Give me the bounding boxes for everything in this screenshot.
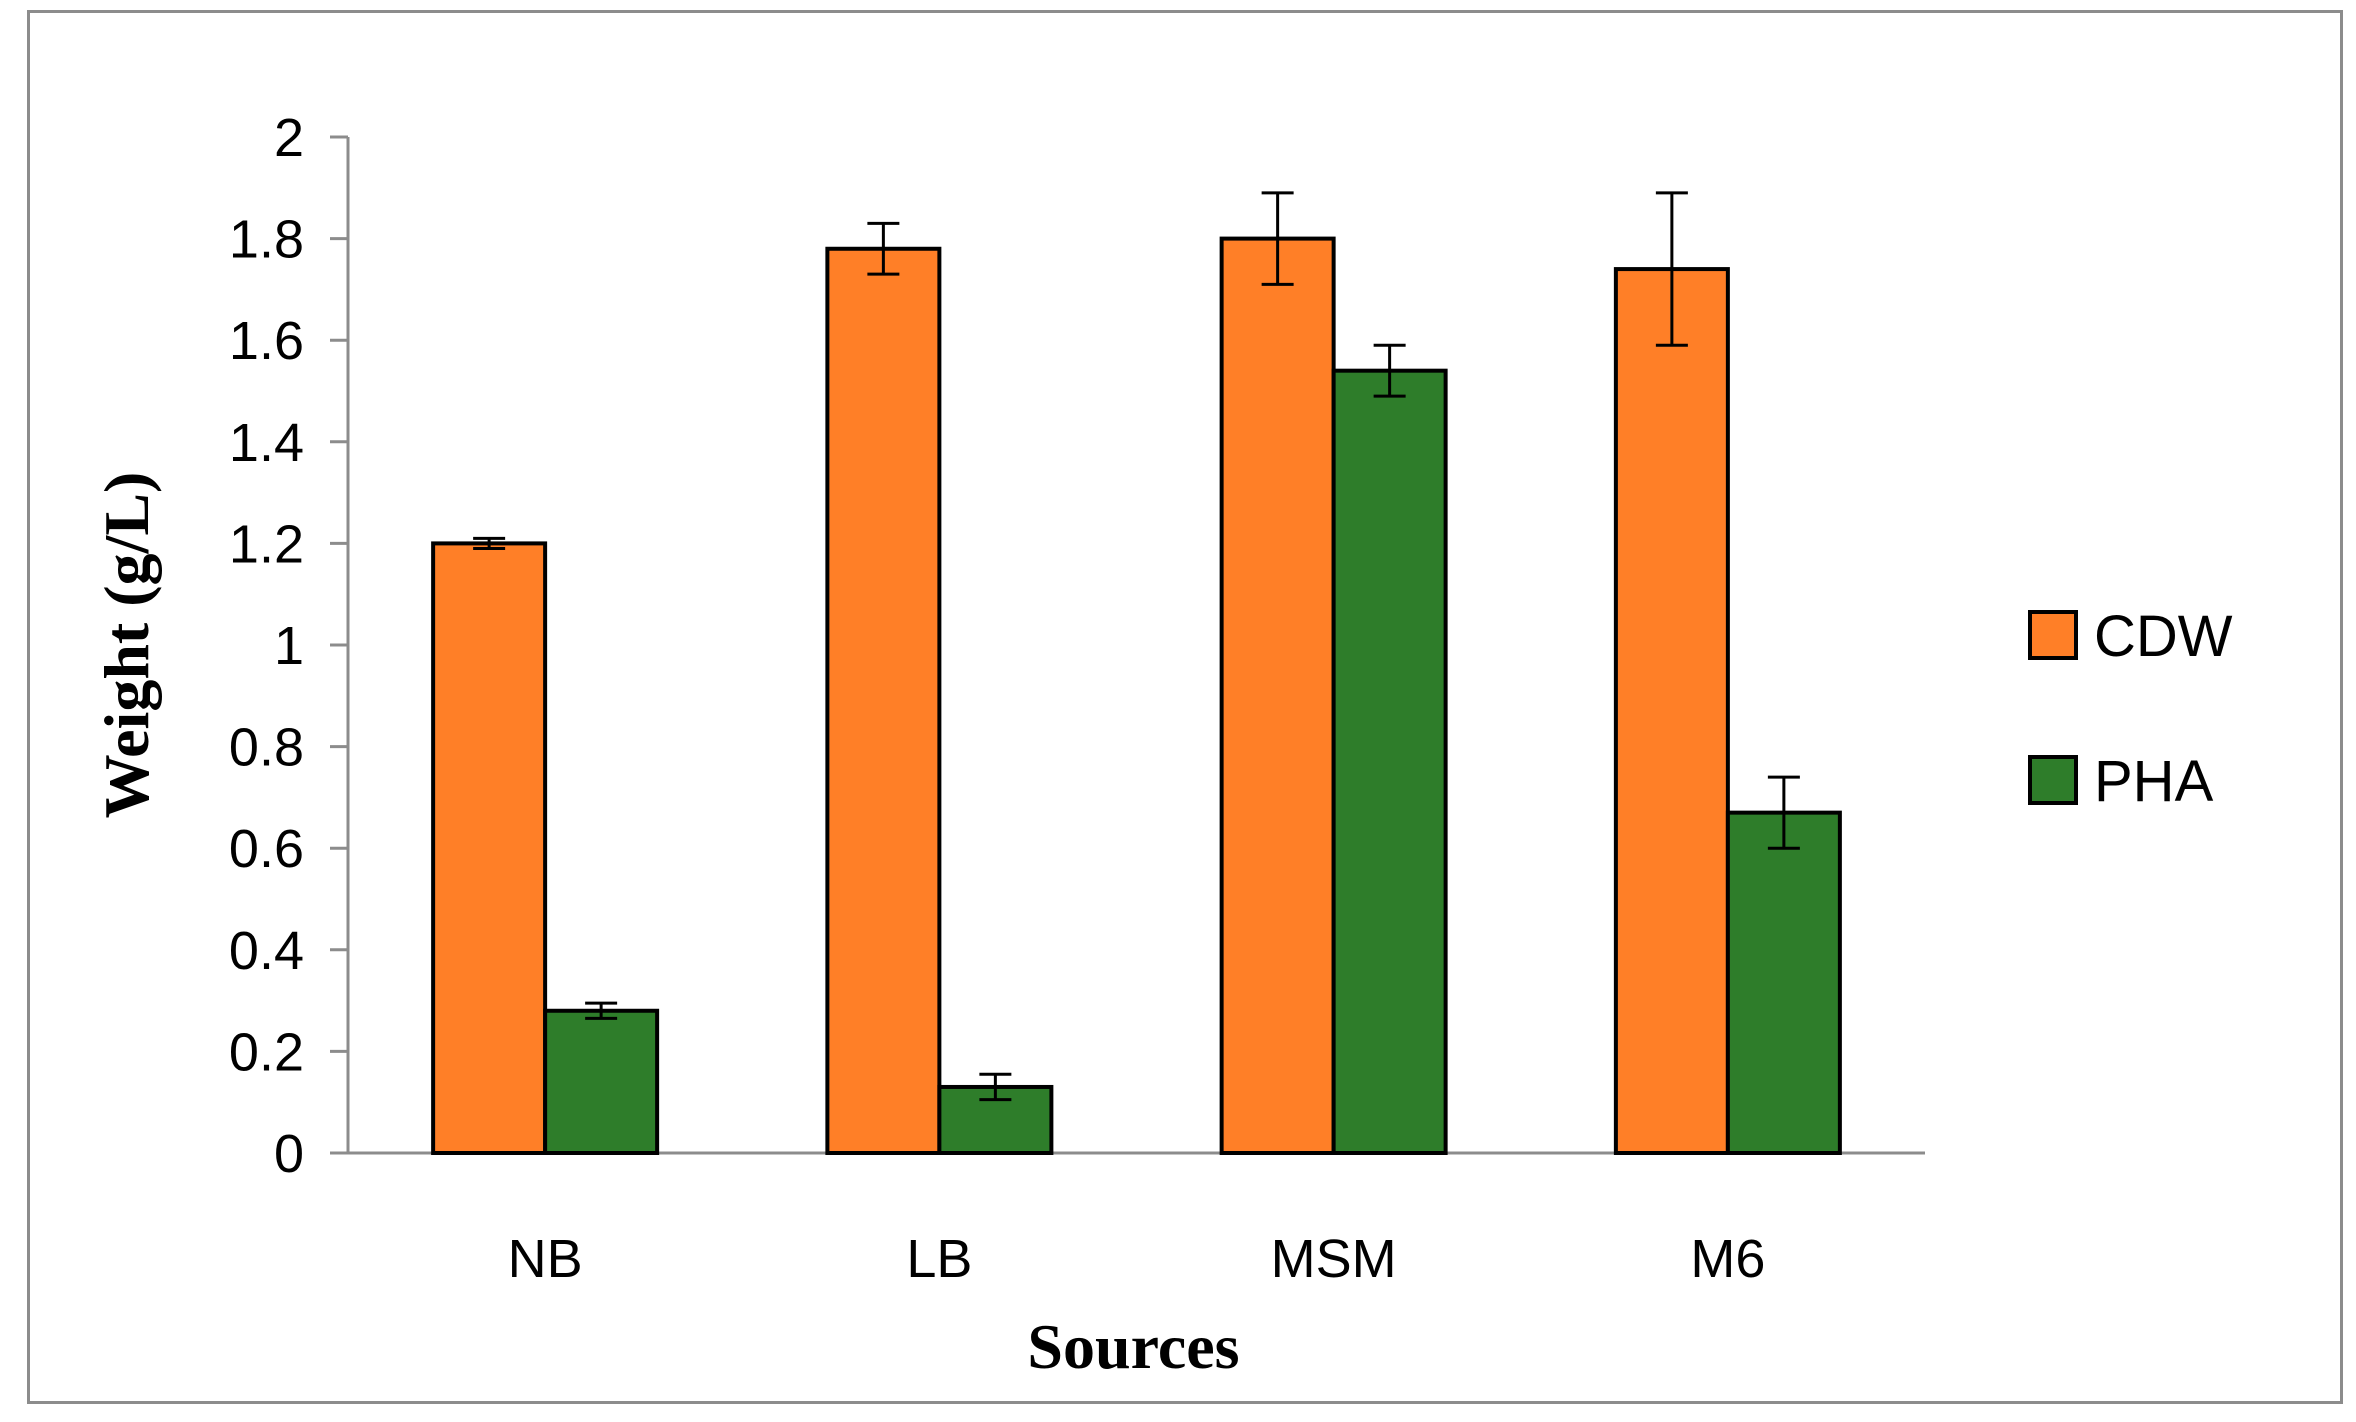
y-tick-label: 1 xyxy=(274,616,304,676)
y-tick-label: 0.8 xyxy=(229,718,304,778)
y-tick-label: 2 xyxy=(274,108,304,168)
bar-pha-m6 xyxy=(1725,810,1842,1155)
bar-cdw-m6 xyxy=(1613,267,1730,1155)
error-bars xyxy=(473,191,1800,1102)
bar-pha-nb xyxy=(543,1008,660,1156)
bar-cdw-msm xyxy=(1219,236,1336,1156)
bars xyxy=(431,236,1842,1156)
y-tick-label: 1.2 xyxy=(229,514,304,574)
bar-pha-msm xyxy=(1331,368,1448,1155)
y-tick-label: 1.4 xyxy=(229,413,304,473)
x-tick-labels: NB LB MSM M6 xyxy=(508,1229,1766,1289)
x-tick-label: MSM xyxy=(1271,1229,1397,1289)
chart-frame xyxy=(27,10,2343,1404)
legend-label-cdw: CDW xyxy=(2094,604,2233,669)
legend-swatch-cdw xyxy=(2028,610,2078,660)
y-tick-label: 0.2 xyxy=(229,1022,304,1082)
legend: CDW PHA xyxy=(2028,604,2233,814)
x-tick-label: LB xyxy=(906,1229,972,1289)
x-tick-label: M6 xyxy=(1690,1229,1765,1289)
bar-cdw-nb xyxy=(431,541,548,1155)
legend-label-pha: PHA xyxy=(2094,749,2214,814)
y-tick-label: 0.6 xyxy=(229,819,304,879)
bar-cdw-lb xyxy=(825,246,942,1155)
legend-swatch-pha xyxy=(2028,755,2078,805)
y-axis-title: Weight (g/L) xyxy=(91,472,162,819)
y-tick-label: 1.6 xyxy=(229,311,304,371)
x-axis-title: Sources xyxy=(1027,1311,1239,1382)
y-axis: 0 0.2 0.4 0.6 0.8 1 1.2 1.4 1.6 1.8 2 xyxy=(229,108,350,1184)
y-tick-label: 0 xyxy=(274,1124,304,1184)
y-tick-label: 1.8 xyxy=(229,210,304,270)
x-tick-label: NB xyxy=(508,1229,583,1289)
y-tick-label: 0.4 xyxy=(229,921,304,981)
